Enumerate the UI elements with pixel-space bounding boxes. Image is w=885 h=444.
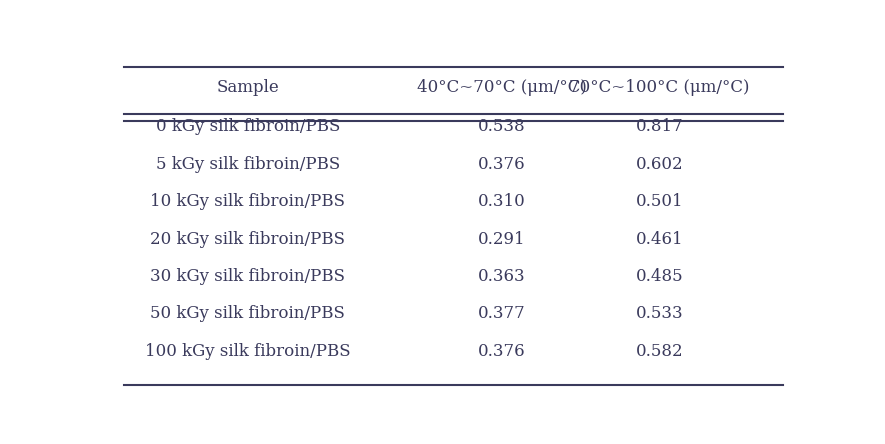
Text: 0.533: 0.533 bbox=[635, 305, 683, 322]
Text: 0.363: 0.363 bbox=[478, 268, 526, 285]
Text: 0.538: 0.538 bbox=[478, 118, 526, 135]
Text: 30 kGy silk fibroin/PBS: 30 kGy silk fibroin/PBS bbox=[150, 268, 345, 285]
Text: 0.501: 0.501 bbox=[635, 193, 683, 210]
Text: 0.310: 0.310 bbox=[478, 193, 526, 210]
Text: 50 kGy silk fibroin/PBS: 50 kGy silk fibroin/PBS bbox=[150, 305, 345, 322]
Text: 0.376: 0.376 bbox=[478, 156, 526, 173]
Text: 0 kGy silk fibroin/PBS: 0 kGy silk fibroin/PBS bbox=[156, 118, 340, 135]
Text: 40°C~70°C (μm/°C): 40°C~70°C (μm/°C) bbox=[417, 79, 587, 96]
Text: Sample: Sample bbox=[217, 79, 279, 96]
Text: 0.485: 0.485 bbox=[635, 268, 683, 285]
Text: 0.582: 0.582 bbox=[635, 343, 683, 360]
Text: 0.291: 0.291 bbox=[478, 230, 526, 247]
Text: 0.817: 0.817 bbox=[635, 118, 683, 135]
Text: 0.377: 0.377 bbox=[478, 305, 526, 322]
Text: 0.376: 0.376 bbox=[478, 343, 526, 360]
Text: 20 kGy silk fibroin/PBS: 20 kGy silk fibroin/PBS bbox=[150, 230, 345, 247]
Text: 100 kGy silk fibroin/PBS: 100 kGy silk fibroin/PBS bbox=[145, 343, 350, 360]
Text: 70°C~100°C (μm/°C): 70°C~100°C (μm/°C) bbox=[569, 79, 750, 96]
Text: 0.461: 0.461 bbox=[635, 230, 683, 247]
Text: 10 kGy silk fibroin/PBS: 10 kGy silk fibroin/PBS bbox=[150, 193, 345, 210]
Text: 0.602: 0.602 bbox=[635, 156, 683, 173]
Text: 5 kGy silk fibroin/PBS: 5 kGy silk fibroin/PBS bbox=[156, 156, 340, 173]
